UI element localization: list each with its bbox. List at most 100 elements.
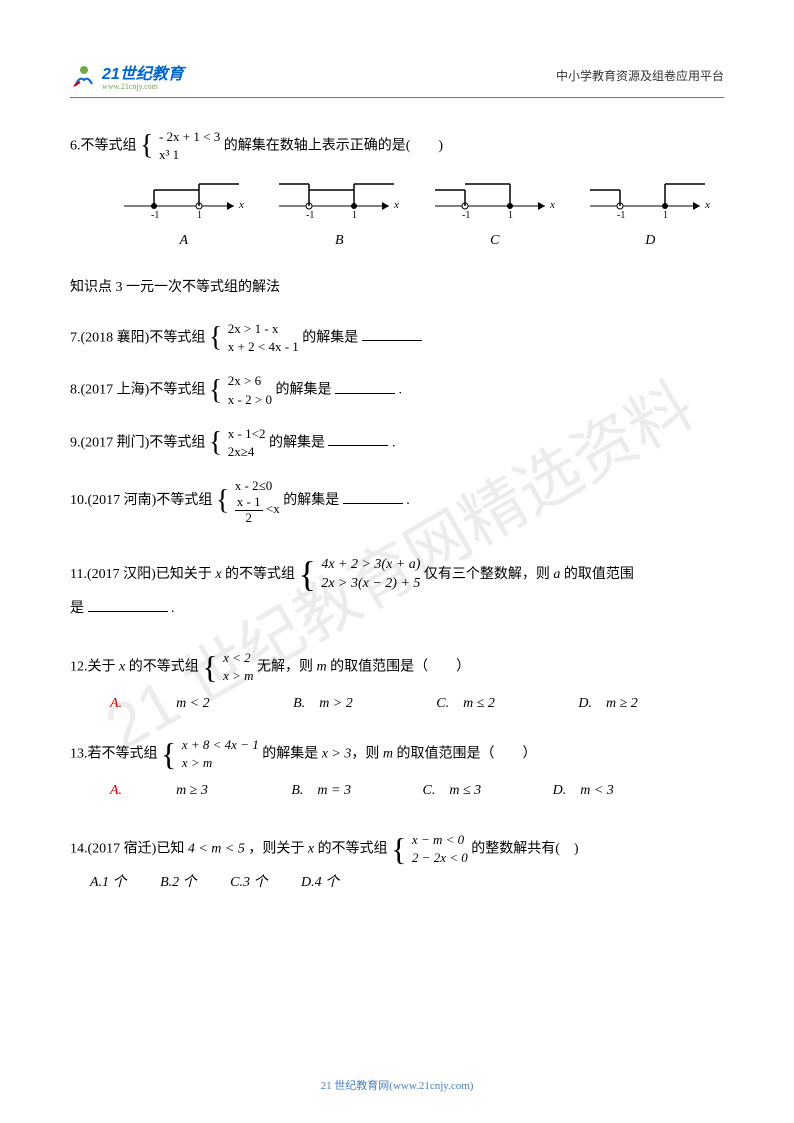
brace-icon: { xyxy=(202,651,217,683)
brace-icon: { xyxy=(391,833,406,865)
svg-text:1: 1 xyxy=(508,210,513,218)
q13-sol: x > 3 xyxy=(322,746,352,761)
q12-var2: m xyxy=(317,659,327,674)
q11-period: . xyxy=(171,601,175,616)
q11-sys2: 2x > 3(x − 2) + 5 xyxy=(321,574,420,594)
opt-b: B.2 个 xyxy=(160,875,197,890)
q6-suffix: 的解集在数轴上表示正确的是( ) xyxy=(224,138,443,153)
fig-c: -1 1 x C xyxy=(421,178,569,257)
svg-text:-1: -1 xyxy=(306,210,314,218)
q11-system: 4x + 2 > 3(x + a) 2x > 3(x − 2) + 5 xyxy=(321,555,420,594)
q13-after: 的解集是 xyxy=(262,746,322,761)
label-d: D xyxy=(577,226,725,257)
question-6: 6.不等式组 { - 2x + 1 < 3 x³ 1 的解集在数轴上表示正确的是… xyxy=(70,128,724,257)
opt-a: m < 2 xyxy=(176,696,210,711)
brace-icon: { xyxy=(209,377,222,405)
q10-period: . xyxy=(406,493,410,508)
q12-after2: 的取值范围是（ ） xyxy=(327,659,471,674)
svg-text:1: 1 xyxy=(663,210,668,218)
q11-mid: 的不等式组 xyxy=(222,567,296,582)
q12-system: x < 2 x > m xyxy=(223,649,253,685)
brace-icon: { xyxy=(161,738,176,770)
q7-system: 2x > 1 - x x + 2 < 4x - 1 xyxy=(228,320,299,356)
logo-icon xyxy=(70,62,98,90)
q14-cond: 4 < m < 5 xyxy=(188,842,245,857)
blank xyxy=(88,597,168,612)
question-11: 11.(2017 汉阳)已知关于 x 的不等式组 { 4x + 2 > 3(x … xyxy=(70,555,724,625)
opt-b: m > 2 xyxy=(319,696,353,711)
label-c: C xyxy=(421,226,569,257)
q8-sys1: 2x > 6 xyxy=(228,372,272,390)
svg-text:-1: -1 xyxy=(151,210,159,218)
frac-num: x - 1 xyxy=(235,495,263,510)
svg-text:1: 1 xyxy=(352,210,357,218)
opt-d: D.4 个 xyxy=(301,875,339,890)
question-8: 8.(2017 上海)不等式组 { 2x > 6 x - 2 > 0 的解集是 … xyxy=(70,372,724,408)
q9-sys1: x - 1<2 xyxy=(228,425,266,443)
opt-d: m ≥ 2 xyxy=(606,696,638,711)
q13-sys1: x + 8 < 4x − 1 xyxy=(182,736,259,754)
opt-c: m ≤ 2 xyxy=(463,696,495,711)
opt-b: m = 3 xyxy=(317,783,351,798)
q10-prefix: 10.(2017 河南)不等式组 xyxy=(70,493,212,508)
q13-var2: m xyxy=(383,746,393,761)
q9-period: . xyxy=(392,435,396,450)
q9-system: x - 1<2 2x≥4 xyxy=(228,425,266,461)
q13-after2: ，则 xyxy=(351,746,383,761)
opt-c: C.3 个 xyxy=(230,875,267,890)
q12-sys2: x > m xyxy=(223,667,253,685)
brace-icon: { xyxy=(216,487,229,515)
q10-system: x - 2≤0 x - 1 2 <x xyxy=(235,477,280,525)
q13-sys2: x > m xyxy=(182,754,259,772)
opt-c: m ≤ 3 xyxy=(449,783,481,798)
q11-after2: 的取值范围 xyxy=(560,567,634,582)
q12-after: 无解，则 xyxy=(257,659,317,674)
q10-suffix: 的解集是 xyxy=(283,493,339,508)
header-right: 中小学教育资源及组卷应用平台 xyxy=(556,67,724,84)
q14-prefix: 14.(2017 宿迁)已知 xyxy=(70,842,184,857)
fraction: x - 1 2 xyxy=(235,495,263,525)
svg-text:x: x xyxy=(549,199,555,211)
q6-system: - 2x + 1 < 3 x³ 1 xyxy=(159,128,220,164)
brace-icon: { xyxy=(209,324,222,352)
question-7: 7.(2018 襄阳)不等式组 { 2x > 1 - x x + 2 < 4x … xyxy=(70,320,724,356)
q8-suffix: 的解集是 xyxy=(275,383,331,398)
q8-system: 2x > 6 x - 2 > 0 xyxy=(228,372,272,408)
frac-den: 2 xyxy=(235,511,263,525)
content: 6.不等式组 { - 2x + 1 < 3 x³ 1 的解集在数轴上表示正确的是… xyxy=(70,128,724,898)
question-10: 10.(2017 河南)不等式组 { x - 2≤0 x - 1 2 <x 的解… xyxy=(70,477,724,525)
q13-after3: 的取值范围是（ ） xyxy=(393,746,537,761)
q13-options: A. m ≥ 3 B. m = 3 C. m ≤ 3 D. m < 3 xyxy=(110,776,724,807)
fig-a: -1 1 x A xyxy=(110,178,258,257)
q11-after: 仅有三个整数解，则 xyxy=(424,567,554,582)
blank xyxy=(328,431,388,446)
logo: 21世纪教育 www.21cnjy.com xyxy=(70,60,184,91)
blank xyxy=(362,326,422,341)
q11-sys1: 4x + 2 > 3(x + a) xyxy=(321,555,420,575)
q8-prefix: 8.(2017 上海)不等式组 xyxy=(70,383,205,398)
question-9: 9.(2017 荆门)不等式组 { x - 1<2 2x≥4 的解集是 . xyxy=(70,425,724,461)
q10-sys2: x - 1 2 <x xyxy=(235,495,280,525)
brace-icon: { xyxy=(299,556,316,592)
q10-sys1: x - 2≤0 xyxy=(235,477,280,495)
q11-prefix: 11.(2017 汉阳)已知关于 xyxy=(70,567,215,582)
q12-sys1: x < 2 xyxy=(223,649,253,667)
q7-sys1: 2x > 1 - x xyxy=(228,320,299,338)
blank xyxy=(343,489,403,504)
q14-sys2: 2 − 2x < 0 xyxy=(412,849,468,867)
frac-after: <x xyxy=(266,501,280,516)
q14-sys1: x − m < 0 xyxy=(412,831,468,849)
q6-sys1: - 2x + 1 < 3 xyxy=(159,128,220,146)
svg-text:x: x xyxy=(393,199,399,211)
brace-icon: { xyxy=(209,429,222,457)
q9-prefix: 9.(2017 荆门)不等式组 xyxy=(70,435,205,450)
question-12: 12.关于 x 的不等式组 { x < 2 x > m 无解，则 m 的取值范围… xyxy=(70,649,724,720)
q7-sys2: x + 2 < 4x - 1 xyxy=(228,338,299,356)
question-13: 13.若不等式组 { x + 8 < 4x − 1 x > m 的解集是 x >… xyxy=(70,736,724,807)
q6-prefix: 6.不等式组 xyxy=(70,138,137,153)
opt-a: m ≥ 3 xyxy=(176,783,208,798)
logo-text: 21世纪教育 xyxy=(102,60,184,84)
q14-after: 的整数解共有( ) xyxy=(471,842,578,857)
q12-prefix: 12.关于 xyxy=(70,659,119,674)
q13-system: x + 8 < 4x − 1 x > m xyxy=(182,736,259,772)
